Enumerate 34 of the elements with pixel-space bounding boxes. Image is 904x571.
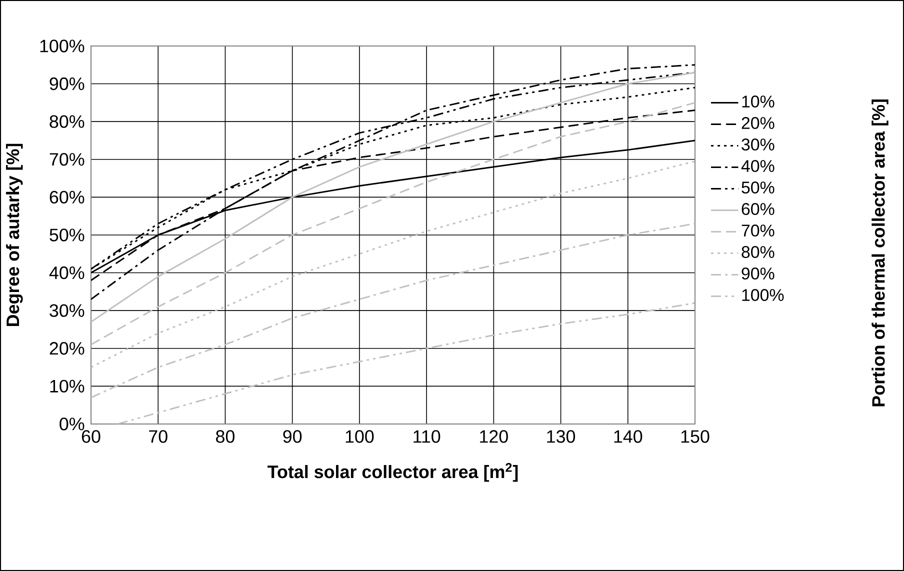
y-axis-title: Degree of autarky [%] — [6, 144, 23, 326]
legend-label: 40% — [741, 160, 774, 172]
x-tick-label: 120 — [480, 430, 508, 443]
y-tick-label: 50% — [50, 228, 84, 242]
legend-label: 50% — [742, 182, 774, 194]
legend-label: 10% — [742, 96, 774, 108]
y-tick-label: 40% — [49, 266, 84, 280]
legend-label: 80% — [742, 246, 774, 258]
legend-label: 30% — [742, 138, 774, 151]
y-tick-label: 90% — [50, 77, 84, 90]
legend-label: 20% — [742, 117, 774, 130]
x-tick-label: 60 — [82, 430, 100, 443]
y-tick-label: 80% — [50, 115, 84, 128]
legend-label: 60% — [742, 203, 774, 216]
x-tick-label: 150 — [681, 430, 710, 443]
y-tick-label: 30% — [50, 304, 84, 317]
legend-title: Portion of thermal collector area [%] — [872, 100, 888, 406]
legend-label: 90% — [742, 268, 774, 280]
y-tick-label: 20% — [50, 342, 84, 355]
x-tick-label: 140 — [614, 430, 642, 443]
y-tick-label: 0% — [60, 418, 84, 430]
legend-label: 100% — [742, 289, 784, 302]
y-tick-label: 10% — [50, 380, 84, 393]
legend-label: 70% — [742, 224, 774, 237]
x-tick-label: 80 — [216, 430, 235, 443]
x-tick-label: 90 — [283, 430, 302, 443]
y-tick-label: 60% — [50, 190, 84, 204]
x-axis-title: Total solar collector area [m$^{2}$] — [268, 463, 518, 482]
x-tick-label: 100 — [346, 430, 374, 443]
x-tick-label: 130 — [547, 430, 576, 443]
y-tick-label: 100% — [40, 40, 84, 52]
x-tick-label: 110 — [414, 430, 440, 443]
y-tick-label: 70% — [50, 153, 84, 166]
x-tick-label: 70 — [149, 430, 168, 443]
